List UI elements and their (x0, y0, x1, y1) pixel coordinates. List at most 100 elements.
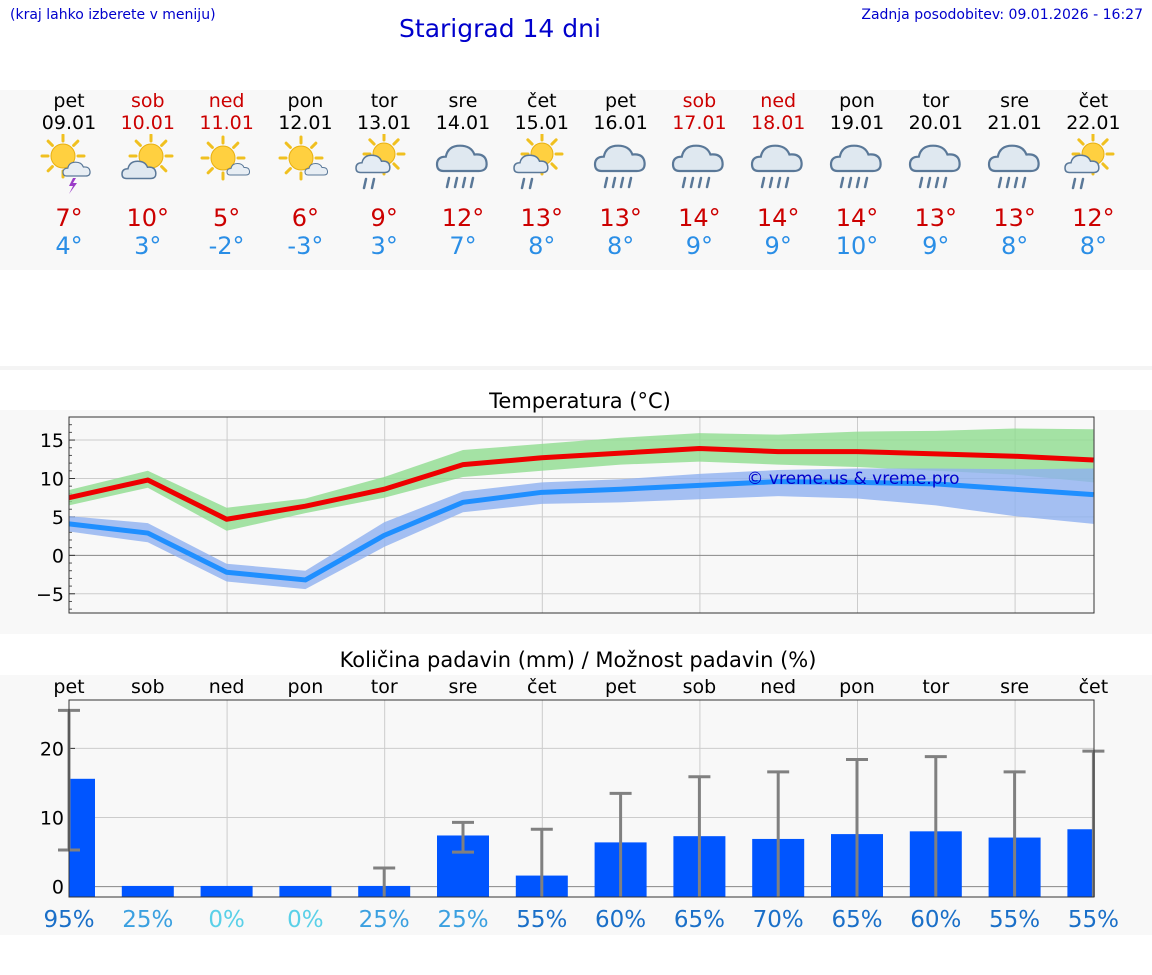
rain-drop (997, 176, 1002, 189)
min-temp-line (68, 479, 1094, 583)
y-tick-label: 5 (52, 507, 64, 529)
day-date: 09.01 (41, 112, 97, 134)
day-date: 20.01 (908, 112, 963, 134)
cloud-shape (829, 144, 882, 173)
rain-drop (611, 176, 616, 189)
sun-ray (134, 139, 142, 147)
sun-cloud-icon (103, 133, 193, 204)
high-temp: 14° (678, 204, 721, 232)
location-hint: (kraj lahko izberete v meniju) (10, 7, 216, 23)
rain-drop (1072, 177, 1077, 190)
day-name: čet (1078, 90, 1109, 112)
rain-drop (469, 176, 475, 189)
sun-disc (50, 143, 76, 169)
high-temp: 5° (212, 204, 241, 232)
precip-day-label: pon (839, 676, 875, 698)
low-temp: 9° (922, 232, 950, 260)
day-name: ned (208, 90, 245, 112)
cloud-rain-icon (812, 134, 902, 204)
sun-ray (159, 139, 168, 147)
day-date: 17.01 (672, 112, 727, 134)
day-date: 19.01 (829, 112, 885, 134)
sun-ray (285, 167, 293, 175)
sun-ray (1101, 162, 1110, 170)
precip-day-label: sre (1000, 676, 1029, 698)
y-tick-label: 0 (52, 877, 64, 899)
cloud-rain-icon (654, 134, 744, 204)
cloud-shape (121, 160, 157, 180)
high-temp: 13° (914, 204, 958, 232)
precip-bar (200, 885, 253, 897)
low-temp: -3° (287, 232, 324, 260)
cloud-shape (593, 144, 646, 173)
day-column: sre 21.01 13° 8° (970, 90, 1060, 260)
precip-probability: 0% (208, 907, 245, 933)
cloud-outline (435, 144, 488, 173)
rain-drop (942, 176, 948, 189)
cloud-rain-icon (576, 134, 666, 204)
high-temp: 14° (835, 204, 879, 232)
day-column: ned 11.01 5° -2° (182, 90, 272, 260)
cloud-rain-icon (733, 134, 823, 204)
cloud-outline (226, 162, 250, 176)
sun-ray (46, 165, 54, 173)
precip-probability: 55% (989, 907, 1040, 933)
sun-ray (550, 138, 558, 146)
day-name: pon (839, 90, 875, 112)
day-name: sob (131, 90, 165, 112)
day-name: sre (1000, 90, 1030, 112)
rain-drop (690, 176, 695, 189)
precip-day-label: pet (53, 676, 84, 698)
rain-drop (934, 176, 940, 189)
sun-ray (72, 139, 80, 147)
low-temp: 7° (449, 232, 477, 260)
high-temp: 13° (520, 204, 564, 232)
watermark: © vreme.us & vreme.pro (746, 469, 959, 489)
rain-drop (453, 176, 459, 189)
high-temp: 13° (599, 204, 642, 232)
rain-drop (520, 177, 526, 190)
sun-small-cloud-icon (182, 134, 272, 204)
day-date: 13.01 (356, 112, 412, 134)
precip-day-label: tor (371, 676, 398, 698)
rain-drop (855, 176, 861, 189)
low-temp: 8° (1079, 232, 1108, 260)
sun-cloud-thunder-icon (24, 133, 114, 204)
precip-day-label: ned (209, 676, 245, 698)
day-date: 18.01 (750, 112, 806, 134)
precip-day-label: čet (527, 676, 557, 698)
temperature-title: Temperatura (°C) (488, 389, 671, 413)
rain-drop (784, 176, 790, 189)
low-temp: 9° (685, 232, 714, 260)
day-column: čet 15.01 13° 8° (497, 90, 587, 260)
day-name: čet (527, 90, 557, 112)
cloud-outline (672, 144, 725, 173)
low-temp: 4° (55, 232, 83, 260)
cloud-shape (513, 154, 549, 174)
rain-drop (1021, 176, 1026, 189)
high-temp: 12° (1072, 204, 1115, 232)
low-temp: 8° (528, 232, 556, 260)
cloud-outline (751, 144, 803, 173)
day-column: tor 13.01 9° 3° (339, 90, 429, 260)
sun-ray (392, 162, 400, 170)
precip-day-label: sre (449, 676, 478, 698)
high-temp: 10° (126, 204, 170, 232)
last-updated: Zadnja posodobitev: 09.01.2026 - 16:27 (861, 7, 1143, 23)
cloud-outline (593, 144, 646, 173)
cloud-rain-icon (970, 134, 1060, 204)
day-name: pon (287, 90, 324, 112)
max-temp-line (68, 446, 1094, 522)
cloud-outline (829, 144, 882, 173)
sun-ray (1101, 138, 1110, 146)
rain-drop (445, 176, 451, 189)
day-column: sre 14.01 12° 7° (418, 90, 508, 260)
low-temp: 3° (134, 232, 162, 260)
high-temp: 13° (993, 204, 1036, 232)
sun-ray (46, 139, 54, 147)
cloud-outline (987, 144, 1040, 173)
rain-drop (528, 177, 534, 190)
min-range-band (69, 468, 1094, 590)
day-name: pet (604, 90, 637, 112)
